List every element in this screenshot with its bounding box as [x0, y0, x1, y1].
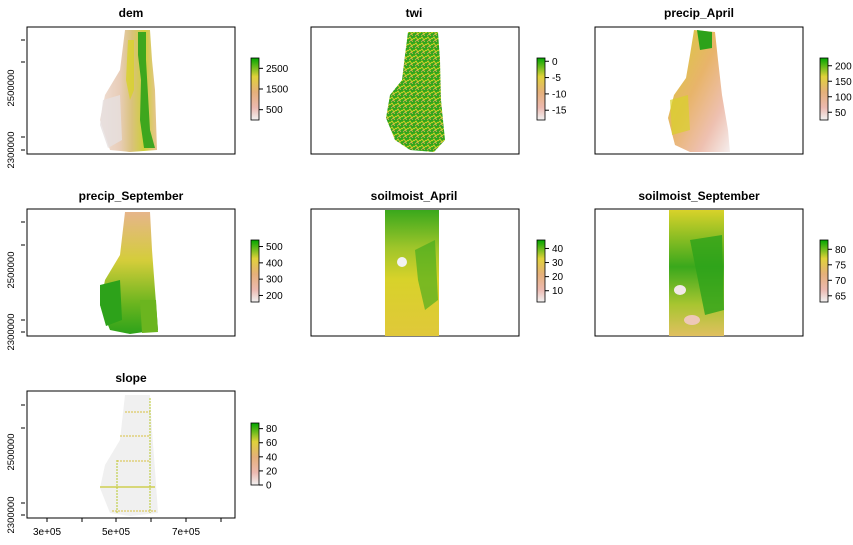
legend-soilmoist-september: 80 75 70 65 — [819, 239, 847, 303]
legend-tick-label: -15 — [552, 106, 567, 117]
legend-soilmoist-april: 40 30 20 10 — [536, 239, 564, 303]
legend-colorbar — [819, 239, 829, 303]
legend-colorbar — [250, 422, 260, 486]
raster-precip-april — [668, 30, 730, 152]
legend-tick-label: 0 — [552, 57, 558, 68]
legend-tick-label: 20 — [552, 272, 564, 283]
legend-tick-label: 2500 — [266, 64, 289, 75]
raster-precip-september — [100, 212, 158, 334]
legend-tick-label: 150 — [835, 77, 852, 88]
y-axis: 2500000 2300000 — [6, 39, 25, 169]
legend-precip-september: 500 400 300 200 — [250, 239, 283, 303]
legend-tick-label: 100 — [835, 92, 852, 103]
y-axis: 2500000 2300000 — [6, 221, 25, 351]
panel-title: precip_April — [664, 6, 734, 20]
y-tick-label: 2500000 — [6, 70, 17, 107]
raster-soilmoist-april — [385, 210, 439, 336]
raster-slope — [100, 395, 158, 516]
y-tick-label: 2500000 — [6, 434, 17, 471]
panel-title: soilmoist_April — [371, 189, 458, 203]
panel-precip-september: precip_September 2500000 2300000 500 400 3… — [6, 189, 283, 350]
legend-tick-label: -10 — [552, 89, 567, 100]
panel-soilmoist-april: soilmoist_April 40 30 20 10 — [310, 189, 564, 337]
legend-tick-label: 10 — [552, 286, 564, 297]
x-tick-label: 7e+05 — [172, 527, 201, 538]
legend-tick-label: 0 — [266, 481, 272, 492]
panel-title: precip_September — [79, 189, 184, 203]
legend-tick-label: 40 — [266, 452, 278, 463]
legend-precip-april: 200 150 100 50 — [819, 57, 852, 121]
legend-tick-label: 75 — [835, 260, 847, 271]
y-tick-label: 2500000 — [6, 252, 17, 289]
legend-twi: 0 -5 -10 -15 — [536, 57, 567, 121]
panel-twi: twi 0 -5 -10 -15 — [310, 6, 567, 155]
legend-tick-label: 20 — [266, 466, 278, 477]
legend-tick-label: 500 — [266, 105, 283, 116]
y-tick-label: 2300000 — [6, 132, 17, 169]
x-tick-label: 5e+05 — [102, 527, 131, 538]
legend-tick-label: 400 — [266, 258, 283, 269]
x-axis: 3e+05 5e+05 7e+05 — [33, 518, 222, 538]
panel-precip-april: precip_April 200 150 100 50 — [594, 6, 852, 155]
legend-colorbar — [819, 57, 829, 121]
panel-title: dem — [119, 6, 144, 20]
legend-tick-label: 50 — [835, 108, 847, 119]
legend-colorbar — [250, 57, 260, 121]
legend-tick-label: 500 — [266, 242, 283, 253]
panel-title: soilmoist_September — [638, 189, 760, 203]
legend-tick-label: -5 — [552, 73, 561, 84]
legend-colorbar — [250, 239, 260, 303]
legend-tick-label: 70 — [835, 276, 847, 287]
legend-colorbar — [536, 57, 546, 121]
legend-tick-label: 40 — [552, 244, 564, 255]
legend-tick-label: 30 — [552, 258, 564, 269]
legend-tick-label: 1500 — [266, 85, 289, 96]
legend-tick-label: 200 — [266, 291, 283, 302]
raster-soilmoist-september — [669, 210, 724, 336]
x-tick-label: 3e+05 — [33, 527, 62, 538]
legend-dem: 2500 1500 500 — [250, 57, 289, 121]
panel-title: slope — [115, 371, 147, 385]
panel-soilmoist-september: soilmoist_September 80 75 70 65 — [594, 189, 847, 337]
panel-slope: slope 2500000 2300000 3e+0 — [6, 371, 278, 538]
legend-tick-label: 300 — [266, 275, 283, 286]
legend-tick-label: 65 — [835, 291, 847, 302]
legend-colorbar — [536, 239, 546, 303]
legend-tick-label: 80 — [266, 424, 278, 435]
y-tick-label: 2300000 — [6, 314, 17, 351]
panel-title: twi — [406, 6, 423, 20]
panel-dem: dem 2500000 2300000 2500 1500 500 — [6, 6, 289, 168]
y-tick-label: 2300000 — [6, 497, 17, 534]
legend-tick-label: 200 — [835, 61, 852, 72]
y-axis: 2500000 2300000 — [6, 404, 25, 534]
legend-tick-label: 60 — [266, 438, 278, 449]
legend-slope: 80 60 40 20 0 — [250, 422, 278, 492]
legend-tick-label: 80 — [835, 245, 847, 256]
raster-twi — [386, 32, 445, 152]
